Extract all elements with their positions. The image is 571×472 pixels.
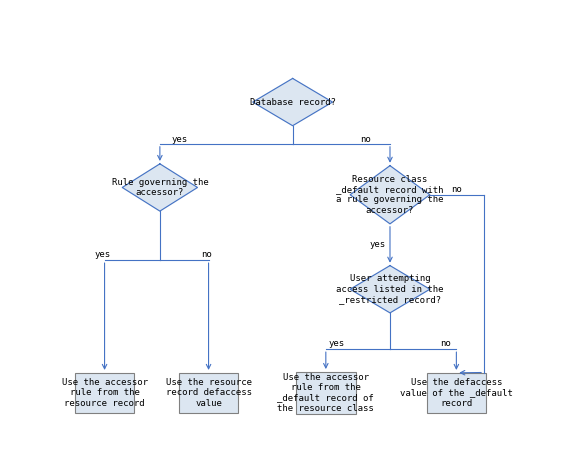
- Text: Resource class
_default record with
a rule governing the
accessor?: Resource class _default record with a ru…: [336, 175, 444, 215]
- Polygon shape: [253, 78, 332, 126]
- Text: Database record?: Database record?: [250, 98, 336, 107]
- Text: Use the defaccess
value of the _default
record: Use the defaccess value of the _default …: [400, 378, 513, 408]
- Bar: [296, 372, 356, 414]
- Text: Use the resource
record defaccess
value: Use the resource record defaccess value: [166, 378, 252, 408]
- Text: yes: yes: [329, 339, 345, 348]
- Text: no: no: [360, 135, 371, 143]
- Polygon shape: [350, 266, 430, 313]
- Text: yes: yes: [369, 240, 385, 249]
- Text: yes: yes: [172, 135, 188, 143]
- Text: User attempting
access listed in the
_restricted record?: User attempting access listed in the _re…: [336, 274, 444, 304]
- Text: no: no: [440, 339, 451, 348]
- Text: no: no: [201, 250, 212, 259]
- Text: Use the accessor
rule from the
resource record: Use the accessor rule from the resource …: [62, 378, 147, 408]
- Text: Use the accessor
rule from the
_default record of
the resource class: Use the accessor rule from the _default …: [278, 373, 374, 413]
- Bar: [75, 373, 134, 413]
- Polygon shape: [122, 164, 198, 211]
- Bar: [427, 373, 486, 413]
- Polygon shape: [350, 166, 430, 224]
- Text: Rule governing the
accessor?: Rule governing the accessor?: [111, 178, 208, 197]
- Bar: [179, 373, 239, 413]
- Text: yes: yes: [94, 250, 110, 259]
- Text: no: no: [452, 185, 463, 194]
